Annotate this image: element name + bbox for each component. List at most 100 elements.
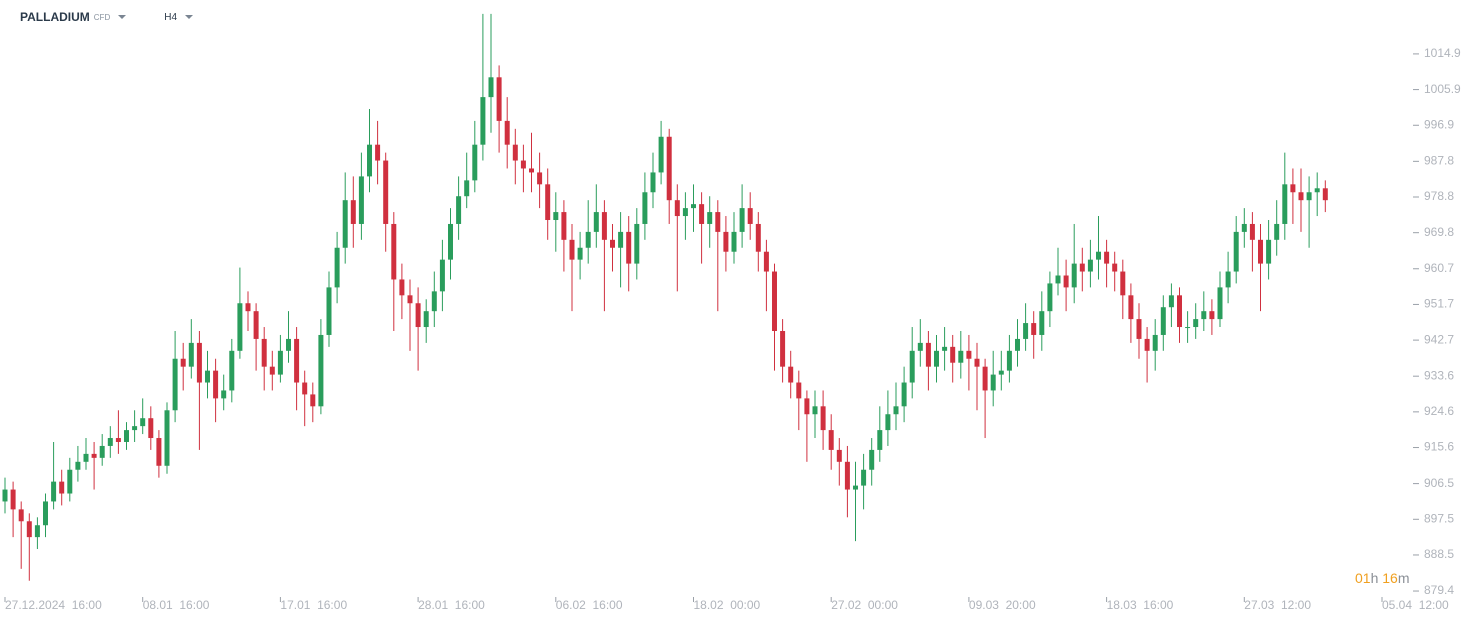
candle-body — [844, 461, 850, 490]
timer-hours: 01 — [1355, 570, 1371, 586]
candle-body — [869, 449, 875, 470]
candle-body — [715, 212, 721, 232]
candle-body — [1217, 287, 1223, 320]
candle-body — [1241, 223, 1247, 232]
candle-body — [1023, 323, 1029, 339]
candle-timer: 01h 16m — [1355, 570, 1410, 586]
candle-body — [577, 247, 583, 260]
timeframe[interactable]: H4 — [164, 11, 178, 23]
candle-body — [885, 414, 891, 431]
candle-body — [1120, 271, 1126, 296]
candle-body — [1314, 188, 1320, 193]
candle-body — [925, 342, 931, 367]
candle-body — [43, 501, 48, 526]
candle-body — [1282, 184, 1288, 224]
candle-body — [788, 366, 794, 383]
candle-body — [1039, 311, 1045, 335]
symbol[interactable]: PALLADIUM — [20, 10, 90, 24]
candle-body — [334, 247, 340, 288]
candle-body — [1322, 188, 1328, 201]
candle-body — [326, 287, 332, 335]
y-tick-label: 942.7 — [1424, 332, 1454, 346]
candle-body — [83, 453, 89, 462]
candle-body — [739, 208, 745, 232]
timer-minutes-unit: m — [1397, 570, 1410, 586]
y-tick-label: 969.8 — [1424, 225, 1454, 239]
candle-body — [755, 223, 761, 252]
candle-body — [277, 350, 283, 375]
candle-body — [2, 489, 8, 502]
candle-body — [124, 430, 129, 442]
candle-body — [658, 136, 664, 173]
candle-body — [480, 97, 486, 145]
candle-body — [707, 212, 713, 224]
candle-body — [820, 406, 826, 431]
candle-body — [196, 342, 202, 383]
candle-body — [1258, 239, 1263, 264]
candle-body — [439, 259, 445, 292]
candle-body — [350, 200, 356, 224]
candle-body — [747, 208, 753, 224]
instrument-type: CFD — [93, 12, 111, 22]
candle-body — [75, 461, 81, 470]
candle-body — [1298, 192, 1304, 201]
y-tick-label: 996.9 — [1424, 117, 1454, 131]
y-tick-label: 933.6 — [1424, 368, 1454, 382]
candle-body — [245, 303, 251, 312]
x-tick-label: 18.03 16:00 — [1107, 598, 1174, 612]
candle-body — [642, 192, 648, 224]
candle-body — [1168, 295, 1174, 308]
candle-body — [772, 271, 777, 331]
candle-body — [974, 358, 980, 367]
candle-body — [253, 311, 259, 339]
candle-body — [836, 449, 842, 462]
candle-body — [172, 358, 178, 411]
candle-body — [982, 366, 988, 391]
candle-body — [188, 342, 194, 367]
candle-body — [585, 231, 591, 248]
x-tick-label: 27.03 12:00 — [1244, 598, 1311, 612]
candle-body — [26, 521, 32, 538]
candle-body — [780, 330, 786, 367]
symbol-dropdown[interactable] — [118, 15, 127, 19]
candle-body — [140, 418, 146, 427]
timeframe-dropdown[interactable] — [185, 15, 194, 19]
candle-body — [909, 350, 915, 383]
candle-body — [763, 251, 769, 272]
candle-body — [261, 338, 267, 367]
candle-body — [205, 370, 210, 383]
candle-body — [1177, 295, 1182, 328]
candle-body — [237, 303, 243, 351]
candle-body — [415, 303, 421, 328]
candle-body — [310, 394, 316, 407]
candle-body — [59, 481, 65, 494]
candle-body — [213, 370, 219, 399]
candle-body — [496, 77, 502, 121]
y-tick-label: 978.8 — [1424, 189, 1454, 203]
timer-minutes: 16 — [1382, 570, 1398, 586]
candle-body — [853, 485, 858, 490]
candle-body — [1096, 251, 1101, 260]
candle-body — [1128, 295, 1134, 320]
candle-body — [610, 239, 615, 248]
candle-body — [1266, 239, 1272, 264]
candle-body — [1160, 307, 1166, 335]
candle-body — [1031, 323, 1037, 335]
candle-body — [302, 382, 308, 395]
candle-body — [399, 279, 405, 296]
candle-body — [156, 438, 162, 466]
candle-body — [1144, 338, 1150, 351]
candle-body — [553, 212, 559, 221]
x-tick-label: 17.01 16:00 — [280, 598, 347, 612]
candle-body — [731, 231, 737, 252]
candle-body — [1063, 275, 1069, 288]
candle-body — [537, 172, 543, 185]
candle-body — [1079, 263, 1085, 272]
candle-body — [877, 430, 883, 450]
candle-body — [229, 350, 235, 391]
candle-body — [342, 200, 348, 248]
candle-body — [115, 438, 121, 442]
candle-body — [650, 172, 656, 193]
candle-body — [569, 239, 575, 260]
candle-body — [950, 346, 956, 363]
